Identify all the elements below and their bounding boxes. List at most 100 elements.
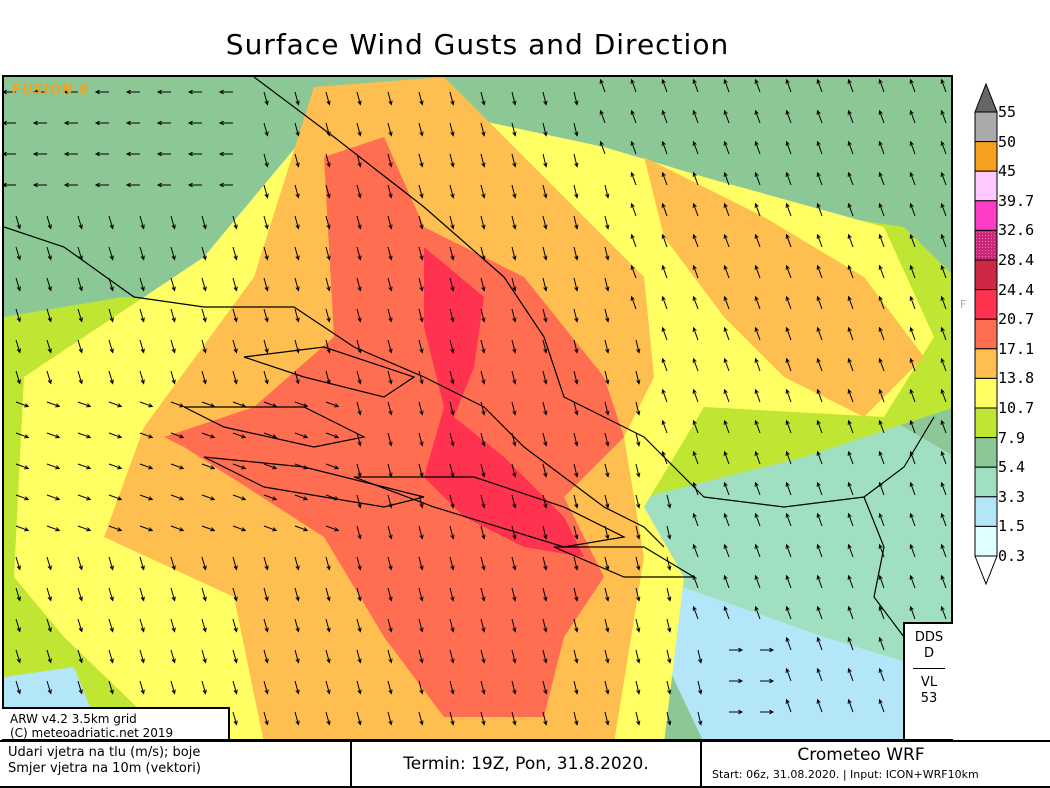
- wind-vector: [573, 463, 579, 478]
- model-info-box: ARW v4.2 3.5km grid (C) meteoadriatic.ne…: [2, 707, 230, 741]
- wind-vector: [847, 450, 854, 465]
- wind-vector: [170, 680, 176, 695]
- wind-vector: [139, 680, 145, 695]
- legend-label: 10.7: [998, 399, 1035, 417]
- wind-vector: [878, 357, 885, 372]
- wind-vector: [15, 339, 21, 354]
- wind-vector: [760, 647, 775, 653]
- wind-vector: [816, 140, 823, 155]
- wind-vector: [387, 463, 393, 478]
- legend-label: 20.7: [998, 310, 1035, 329]
- station-mid: D: [923, 646, 934, 661]
- wind-vector: [666, 525, 672, 540]
- wind-vector: [263, 401, 278, 408]
- wind-vector: [201, 556, 207, 571]
- wind-vector: [418, 246, 424, 261]
- wind-vector: [909, 78, 916, 93]
- wind-vector: [418, 494, 424, 509]
- wind-vector: [573, 153, 579, 168]
- wind-vector: [940, 171, 947, 186]
- wind-vector: [294, 370, 300, 385]
- wind-vector: [573, 122, 579, 137]
- wind-vector: [480, 494, 486, 509]
- wind-vector: [480, 556, 486, 571]
- wind-vector: [46, 215, 52, 230]
- wind-vector: [542, 618, 548, 633]
- wind-vector: [294, 463, 309, 470]
- wind-vector: [480, 432, 486, 447]
- legend-label: 32.6: [998, 221, 1035, 240]
- wind-vector: [754, 264, 761, 279]
- wind-vector: [511, 556, 517, 571]
- wind-vector: [754, 202, 761, 217]
- wind-vector: [480, 711, 486, 726]
- wind-vector: [661, 419, 668, 434]
- wind-vector: [63, 151, 78, 157]
- wind-vector: [785, 698, 792, 713]
- wind-vector: [785, 109, 792, 124]
- wind-vector: [108, 525, 123, 532]
- legend-bin-3.3: [974, 466, 998, 498]
- wind-vector: [723, 388, 730, 403]
- wind-vector: [692, 388, 699, 403]
- wind-vector: [692, 202, 699, 217]
- wind-vector: [263, 277, 269, 292]
- wind-vector: [187, 151, 202, 157]
- wind-vector: [909, 264, 916, 279]
- wind-vector: [325, 525, 340, 532]
- legend-bin-20.7: [974, 289, 998, 320]
- wind-vector: [232, 308, 238, 323]
- wind-vector: [4, 89, 16, 95]
- wind-vector: [418, 401, 424, 416]
- wind-vector: [356, 432, 362, 447]
- wind-vector: [754, 419, 761, 434]
- wind-vector: [940, 574, 947, 589]
- island-outline: [183, 406, 366, 448]
- legend-label: 13.8: [998, 369, 1035, 388]
- wind-vector: [816, 605, 823, 620]
- wind-vector: [573, 649, 579, 664]
- wind-vector: [785, 171, 792, 186]
- legend-bin-45: [974, 141, 998, 172]
- wind-vector: [511, 215, 517, 230]
- wind-vector: [387, 277, 393, 292]
- wind-vector: [15, 432, 30, 439]
- wind-vector: [108, 494, 123, 501]
- wind-vector: [15, 277, 21, 292]
- wind-vector: [692, 450, 699, 465]
- wind-vector: [511, 618, 517, 633]
- wind-vector: [325, 556, 331, 571]
- wind-vector: [635, 649, 641, 664]
- wind-vector: [232, 556, 238, 571]
- legend-bin-17.1: [974, 318, 998, 350]
- wind-vector: [785, 605, 792, 620]
- wind-vector: [542, 215, 548, 230]
- wind-vector: [387, 215, 393, 230]
- wind-vector: [449, 184, 455, 199]
- wind-vector: [77, 401, 92, 408]
- wind-vector: [723, 233, 730, 248]
- wind-vector: [77, 277, 83, 292]
- wind-vector: [878, 295, 885, 310]
- wind-vector: [263, 432, 278, 439]
- wind-vector: [77, 370, 83, 385]
- wind-vector: [754, 512, 761, 527]
- wind-vector: [909, 481, 916, 496]
- wind-vector: [511, 339, 517, 354]
- wind-vector: [108, 432, 123, 439]
- wind-vector: [847, 605, 854, 620]
- wind-vector: [909, 140, 916, 155]
- wind-vector: [878, 140, 885, 155]
- wind-vector: [847, 698, 854, 713]
- wind-vector: [94, 182, 109, 188]
- wind-vector: [940, 326, 947, 341]
- wind-vector: [511, 370, 517, 385]
- wind-vector: [723, 202, 730, 217]
- wind-vector: [604, 525, 610, 540]
- wind-vector: [604, 246, 610, 261]
- wind-vector: [940, 233, 947, 248]
- wind-vector: [449, 339, 455, 354]
- wind-vector: [449, 680, 455, 695]
- legend-bin-28.4: [974, 229, 998, 261]
- wind-vector: [387, 680, 393, 695]
